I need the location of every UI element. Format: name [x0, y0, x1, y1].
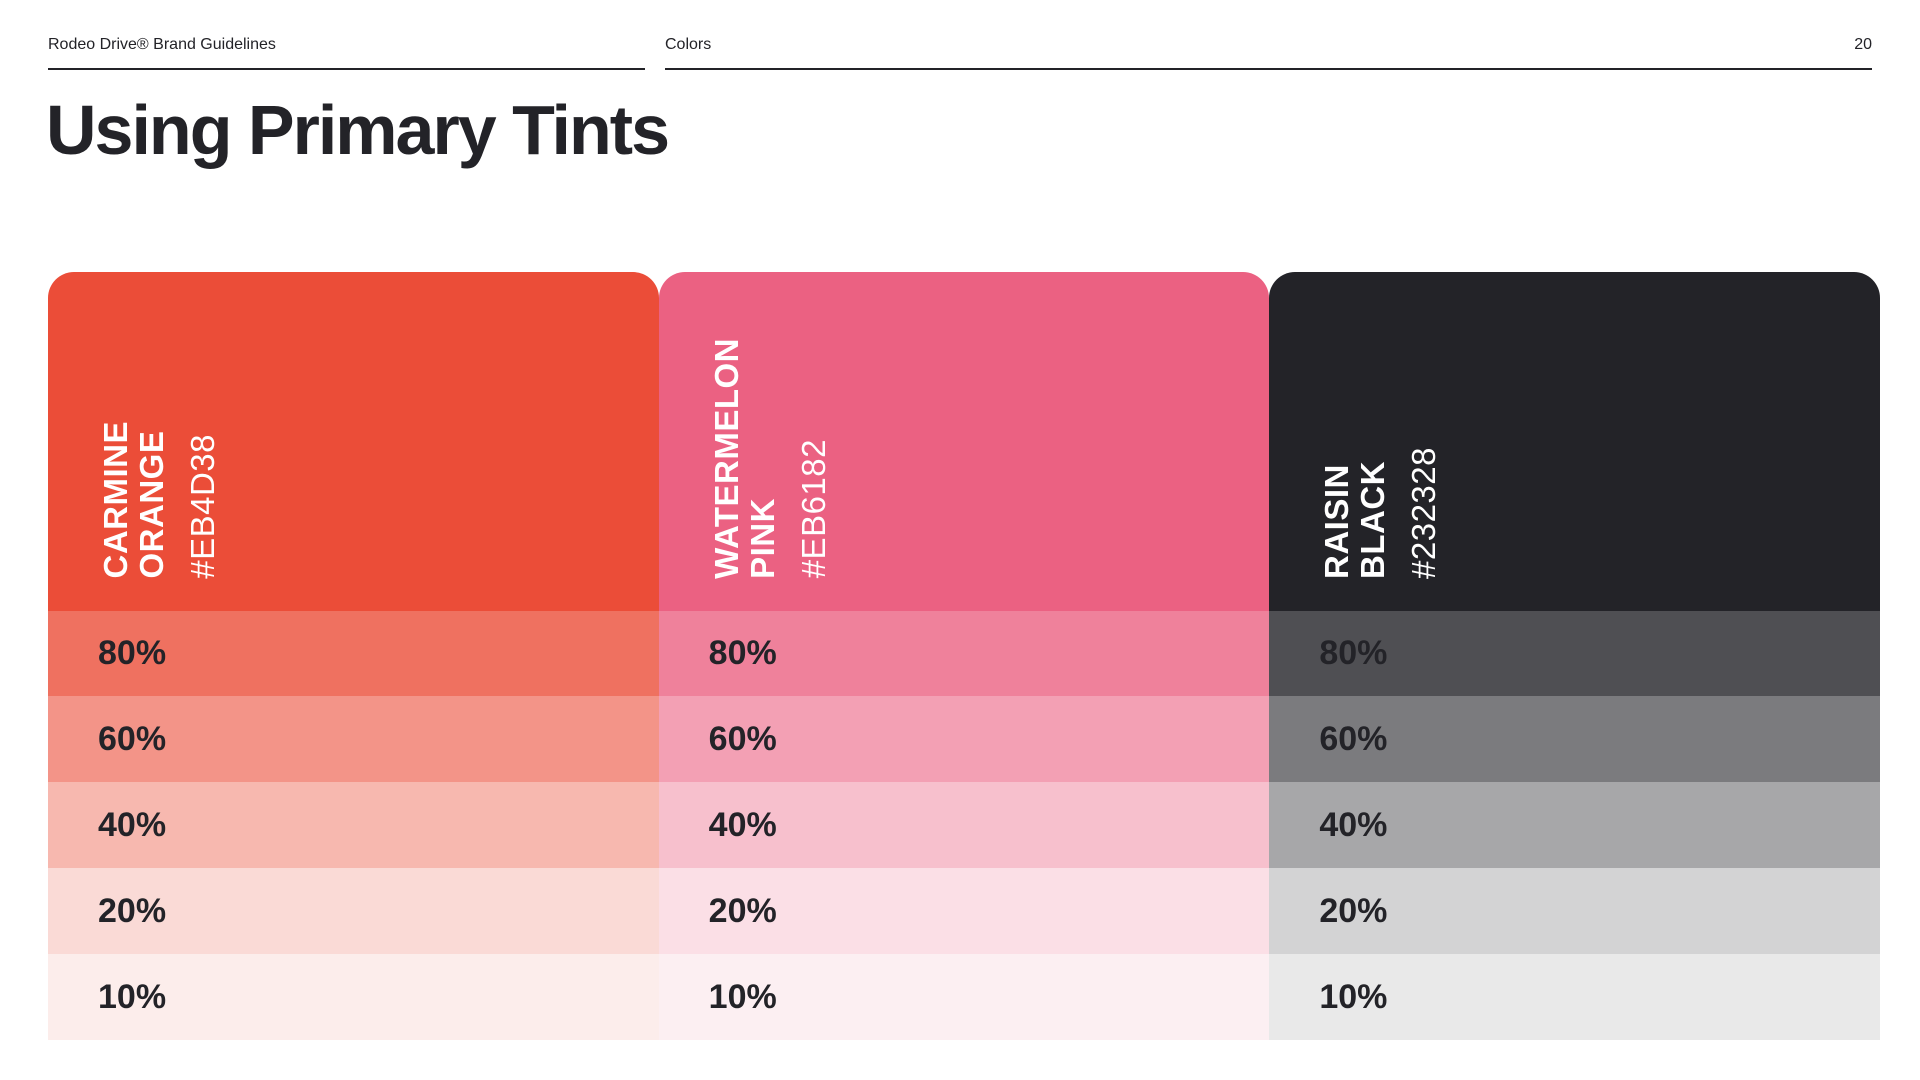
swatch-raisin-black: RAISIN BLACK #232328 80% 60% 40% 20% 10%: [1269, 272, 1881, 1040]
tint-row: 20%: [1269, 868, 1881, 955]
tint-label: 20%: [1319, 891, 1388, 930]
tint-label: 40%: [708, 805, 777, 844]
tint-label: 20%: [708, 891, 777, 930]
section-name: Colors: [665, 36, 712, 53]
page-header: Rodeo Drive® Brand Guidelines Colors 20: [0, 0, 1920, 72]
tint-label: 40%: [1319, 805, 1388, 844]
tint-label: 10%: [98, 977, 167, 1016]
swatch-carmine-orange: CARMINE ORANGE #EB4D38 80% 60% 40% 20% 1…: [48, 272, 659, 1040]
page-number: 20: [1854, 36, 1872, 53]
tint-label: 80%: [1319, 634, 1388, 672]
color-name: WATERMELON PINK: [707, 337, 781, 579]
tint-row: 80%: [48, 610, 659, 697]
tint-label: 40%: [98, 805, 167, 844]
tint-row: 40%: [1269, 782, 1881, 869]
tint-label: 60%: [1319, 719, 1388, 758]
swatch-head: WATERMELON PINK #EB6182: [658, 272, 1270, 611]
page-title: Using Primary Tints: [46, 91, 670, 169]
tint-label: 10%: [1319, 977, 1388, 1016]
color-hex: #EB4D38: [184, 433, 221, 579]
tint-label: 60%: [708, 719, 777, 758]
tint-label: 10%: [708, 977, 777, 1016]
tint-row: 10%: [1269, 954, 1881, 1040]
tint-row: 60%: [658, 696, 1270, 783]
tint-row: 60%: [48, 696, 659, 783]
tint-label: 80%: [98, 634, 167, 672]
swatch-grid: CARMINE ORANGE #EB4D38 80% 60% 40% 20% 1…: [48, 272, 1881, 1040]
brand-title: Rodeo Drive® Brand Guidelines: [48, 36, 276, 53]
color-name: CARMINE ORANGE: [97, 421, 170, 579]
tint-row: 80%: [1269, 610, 1881, 697]
color-hex: #EB6182: [794, 439, 832, 579]
tint-row: 10%: [658, 954, 1270, 1040]
tint-row: 80%: [658, 610, 1270, 697]
header-rule-left: [48, 68, 645, 70]
header-rule-right: [665, 68, 1872, 70]
tint-row: 40%: [48, 782, 659, 869]
tint-row: 20%: [48, 868, 659, 955]
tint-row: 60%: [1269, 696, 1881, 783]
color-name: RAISIN BLACK: [1318, 460, 1392, 579]
color-hex: #232328: [1405, 446, 1443, 579]
tint-label: 20%: [98, 891, 167, 930]
tint-row: 10%: [48, 954, 659, 1040]
tint-label: 80%: [708, 634, 777, 672]
tint-row: 20%: [658, 868, 1270, 955]
swatch-head: RAISIN BLACK #232328: [1269, 272, 1881, 611]
swatch-watermelon-pink: WATERMELON PINK #EB6182 80% 60% 40% 20% …: [658, 272, 1270, 1040]
tint-row: 40%: [658, 782, 1270, 869]
swatch-head: CARMINE ORANGE #EB4D38: [48, 272, 659, 611]
tint-label: 60%: [98, 719, 167, 758]
